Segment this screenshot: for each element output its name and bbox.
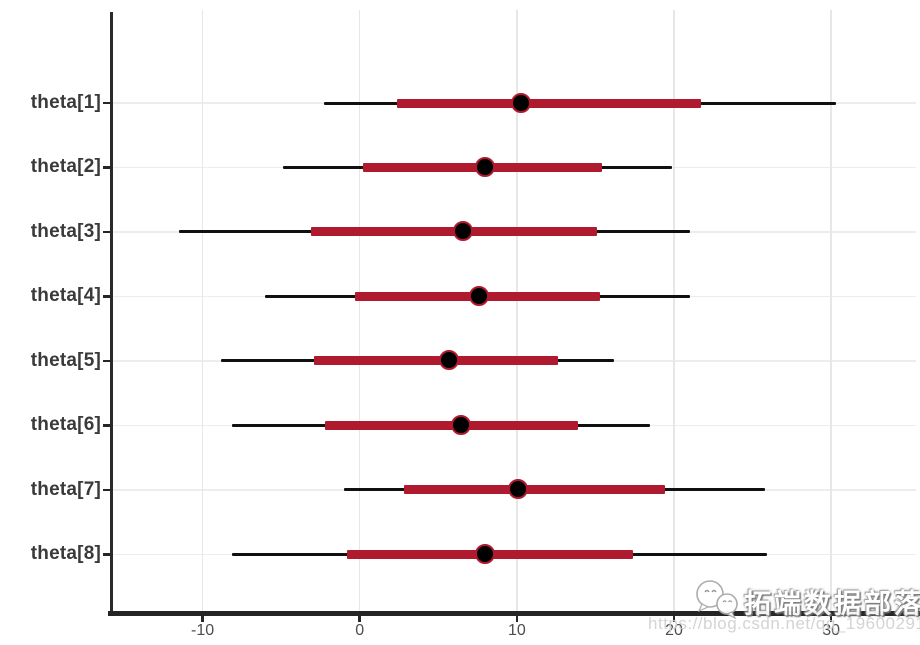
v-gridline	[830, 10, 832, 612]
point-estimate-dot	[451, 414, 472, 435]
y-tick	[103, 230, 111, 234]
x-tick-label: -10	[191, 622, 215, 639]
x-tick	[672, 616, 676, 622]
point-estimate-dot	[452, 221, 473, 242]
watermark: 拓端数据部落 https://blog.csdn.net/qq_19600291	[648, 576, 920, 640]
y-axis-label: theta[1]	[30, 92, 101, 113]
x-tick	[201, 616, 204, 622]
y-tick	[103, 166, 111, 169]
point-estimate-dot	[507, 479, 528, 500]
y-axis-label: theta[6]	[30, 414, 101, 436]
x-tick	[358, 616, 361, 622]
point-estimate-dot	[474, 156, 495, 177]
v-gridline	[201, 10, 204, 612]
y-axis-label: theta[3]	[30, 220, 101, 242]
inner-interval-bar	[397, 98, 701, 108]
watermark-url-text: https://blog.csdn.net/qq_19600291	[648, 614, 920, 633]
x-tick-label: 0	[355, 622, 365, 639]
y-tick	[103, 424, 111, 427]
point-estimate-dot	[511, 92, 532, 113]
y-tick	[103, 101, 111, 105]
y-tick	[103, 359, 111, 363]
chat-bubbles-logo-icon	[696, 580, 738, 620]
y-axis-label: theta[7]	[30, 478, 101, 500]
point-estimate-dot	[474, 543, 495, 564]
y-tick	[103, 295, 111, 298]
x-tick	[515, 616, 519, 622]
x-axis-line	[108, 611, 920, 616]
plot-panel	[113, 10, 916, 612]
point-estimate-dot	[468, 285, 489, 306]
y-tick	[103, 488, 111, 492]
y-axis-line	[110, 12, 113, 612]
v-gridline	[673, 10, 675, 612]
x-tick-label: 30	[822, 622, 841, 639]
x-tick	[829, 616, 833, 622]
watermark-brand-text: 拓端数据部落	[744, 589, 920, 619]
inner-interval-bar	[314, 356, 558, 366]
y-axis-label: theta[8]	[30, 543, 101, 565]
v-gridline	[516, 10, 518, 612]
y-tick	[103, 553, 111, 556]
inner-interval-bar	[403, 485, 665, 495]
point-estimate-dot	[438, 350, 459, 371]
y-axis-label: theta[5]	[30, 349, 101, 371]
y-axis-label: theta[4]	[30, 285, 101, 307]
x-tick-label: 10	[507, 622, 526, 639]
v-gridline	[358, 10, 361, 612]
y-axis-label: theta[2]	[30, 156, 101, 178]
x-tick-label: 20	[665, 622, 683, 639]
